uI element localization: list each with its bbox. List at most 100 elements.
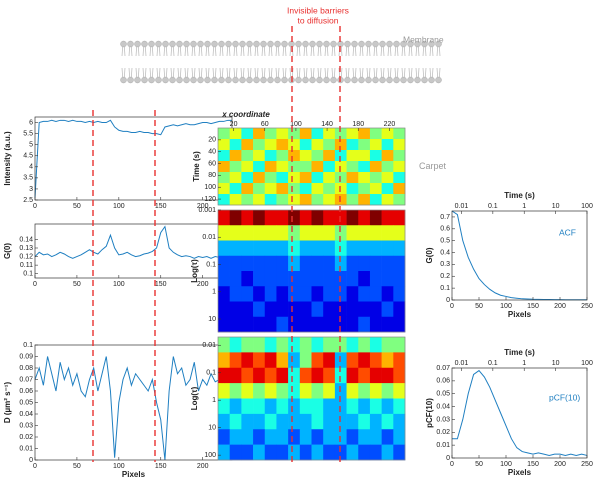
heatmap-cell — [218, 194, 230, 206]
heatmap-cell — [323, 139, 336, 151]
heatmap-cell — [264, 210, 277, 226]
heatmap-cell — [241, 240, 254, 257]
x-tick-label: 50 — [73, 203, 81, 210]
y-tick-label: 0.1 — [23, 342, 33, 349]
heatmap-cell — [369, 255, 382, 272]
heatmap-cell — [288, 194, 301, 206]
plot-frame — [451, 367, 588, 459]
y-axis-label: G(0) — [3, 243, 12, 259]
heatmap-cell — [334, 316, 347, 333]
heatmap-cell — [276, 139, 289, 151]
heatmap-cell — [323, 183, 336, 195]
heatmap-cell — [264, 444, 277, 461]
x-tick-label: 250 — [581, 303, 593, 310]
heatmap-cell — [299, 271, 312, 287]
y-tick-label: 120 — [204, 196, 216, 203]
heatmap-cell — [381, 128, 394, 140]
x-tick-label: 150 — [155, 463, 167, 470]
heatmap-cell — [253, 271, 266, 287]
x-axis-label: Pixels — [508, 468, 532, 477]
x-tick-label: 200 — [554, 303, 566, 310]
heatmap-cell — [264, 240, 277, 257]
x-tick-label: 200 — [197, 463, 209, 470]
heatmap-cell — [346, 161, 359, 173]
y-tick-label: 0.01 — [202, 234, 216, 241]
y-tick-label: 60 — [208, 160, 216, 167]
heatmap-cell — [393, 413, 406, 430]
heatmap-cell — [229, 301, 242, 318]
x2-tick-label: 10 — [552, 360, 560, 367]
y-axis-label: D (µm² s⁻¹) — [3, 382, 12, 424]
heatmap-cell — [299, 337, 312, 353]
heatmap-cell — [334, 367, 347, 384]
x-tick-label: 50 — [73, 281, 81, 288]
x-tick-label: 100 — [290, 121, 302, 128]
heatmap-cell — [241, 429, 254, 445]
heatmap-cell — [311, 194, 324, 206]
heatmap-cell — [253, 383, 266, 399]
y-tick-label: 100 — [204, 184, 216, 191]
x-axis-label: x coordinate — [221, 110, 270, 119]
x-tick-label: 0 — [33, 463, 37, 470]
x-tick-label: 0 — [450, 461, 454, 468]
heatmap-cell — [381, 194, 394, 206]
y-tick-label: 0.02 — [436, 429, 450, 436]
heatmap-cell — [369, 316, 382, 333]
heatmap-cell — [334, 161, 347, 173]
heatmap-cell — [381, 150, 394, 162]
heatmap-cell — [253, 316, 266, 333]
y-tick-label: 0.001 — [198, 207, 216, 214]
y-tick-label: 20 — [208, 137, 216, 144]
heatmap-cell — [229, 128, 242, 140]
heatmap-cell — [393, 139, 406, 151]
heatmap-cell — [358, 210, 371, 226]
heatmap-cell — [393, 225, 406, 241]
heatmap-cell — [323, 316, 336, 333]
heatmap-cell — [288, 271, 301, 287]
heatmap-cell — [253, 161, 266, 173]
heatmap-cell — [393, 255, 406, 272]
heatmap-cell — [264, 352, 277, 369]
y-tick-label: 2.5 — [23, 197, 33, 204]
heatmap-cell — [229, 240, 242, 257]
heatmap-cell — [334, 286, 347, 302]
heatmap-cell — [346, 150, 359, 162]
heatmap-cell — [381, 240, 394, 257]
y-tick-label: 80 — [208, 172, 216, 179]
heatmap-cell — [241, 413, 254, 430]
heatmap-cell — [299, 367, 312, 384]
plot-frame — [217, 127, 406, 206]
y-tick-label: 0.09 — [19, 353, 33, 360]
heatmap-cell — [299, 150, 312, 162]
y-tick-label: 0.01 — [202, 342, 216, 349]
y-tick-label: 5 — [29, 142, 33, 149]
heatmap-cell — [369, 444, 382, 461]
x-tick-label: 250 — [581, 461, 593, 468]
heatmap-cell — [276, 225, 289, 241]
heatmap-cell — [288, 429, 301, 445]
y-tick-label: 0.07 — [19, 376, 33, 383]
heatmap-cell — [393, 398, 406, 415]
heatmap-cell — [358, 352, 371, 369]
heatmap-cell — [334, 429, 347, 445]
data-line — [451, 210, 587, 301]
y-tick-label: 0.13 — [19, 245, 33, 252]
heatmap-cell — [358, 161, 371, 173]
x2-axis-label: Time (s) — [504, 348, 535, 357]
heatmap-cell — [393, 128, 406, 140]
heatmap-cell — [358, 316, 371, 333]
heatmap-cell — [369, 429, 382, 445]
heatmap-cell — [346, 429, 359, 445]
heatmap-cell — [253, 240, 266, 257]
heatmap-cell — [241, 150, 254, 162]
heatmap-cell — [311, 150, 324, 162]
heatmap-cell — [299, 301, 312, 318]
heatmap-cell — [393, 367, 406, 384]
x-tick-label: 180 — [352, 121, 364, 128]
heatmap-cell — [358, 240, 371, 257]
heatmap-cell — [229, 413, 242, 430]
heatmap-cell — [311, 225, 324, 241]
heatmap-cell — [288, 383, 301, 399]
y-tick-label: 0.3 — [440, 261, 450, 268]
heatmap-cell — [218, 172, 230, 184]
